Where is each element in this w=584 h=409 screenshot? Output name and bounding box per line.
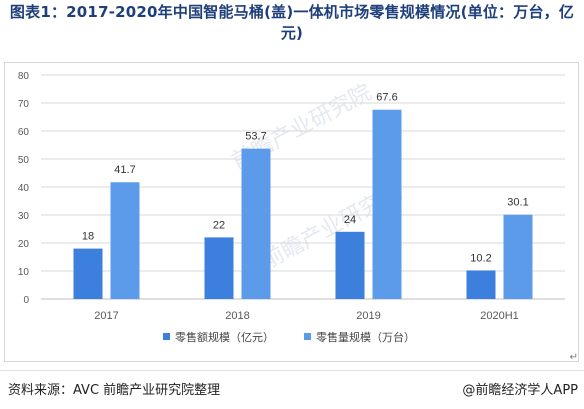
legend-swatch [304,333,311,340]
data-label: 67.6 [376,92,397,104]
bar-sales-amount [466,270,496,299]
y-tick-label: 20 [18,239,30,250]
x-tick-label: 2018 [225,310,249,322]
bar-sales-volume [503,214,533,299]
brand-credit: @前瞻经济学人APP [462,383,578,398]
source-note: 资料来源：AVC 前瞻产业研究院整理 [8,383,221,398]
x-tick-label: 2017 [94,310,118,322]
data-label: 24 [344,214,356,226]
y-tick-label: 40 [18,183,30,194]
legend-swatch [163,333,170,340]
x-tick-label: 2019 [356,310,380,322]
data-label: 22 [213,219,225,231]
x-tick-label: 2020H1 [480,310,519,322]
y-tick-label: 70 [18,99,30,110]
chart-frame: 前瞻产业研究院 前瞻产业研究院 0 10 20 30 40 50 60 70 80 18 41.7 201… [4,62,579,362]
data-label: 10.2 [470,252,491,264]
bar-chart: 前瞻产业研究院前瞻产业研究院010203040506070801841.7201… [18,71,565,344]
legend-label: 零售量规模（万台） [316,330,415,344]
bar-sales-volume [372,109,402,299]
data-label: 41.7 [114,164,135,176]
chart-title: 图表1：2017-2020年中国智能马桶(盖)一体机市场零售规模情况(单位：万台… [9,3,575,42]
footer: 资料来源：AVC 前瞻产业研究院整理 @前瞻经济学人APP [0,370,584,409]
y-tick-label: 10 [18,267,30,278]
y-tick-label: 30 [18,211,30,222]
data-label: 18 [82,231,94,243]
bar-sales-amount [73,248,103,299]
bar-sales-volume [110,182,140,299]
y-tick-label: 80 [18,71,30,82]
bar-sales-amount [335,231,365,299]
bar-sales-volume [241,148,271,299]
legend-label: 零售额规模（亿元） [175,330,274,344]
data-label: 53.7 [245,131,266,143]
bar-sales-amount [204,237,234,299]
data-label: 30.1 [507,197,528,209]
y-tick-label: 50 [18,155,30,166]
return-mark: ↵ [569,352,578,363]
y-tick-label: 60 [18,127,30,138]
y-tick-label: 0 [23,295,29,306]
